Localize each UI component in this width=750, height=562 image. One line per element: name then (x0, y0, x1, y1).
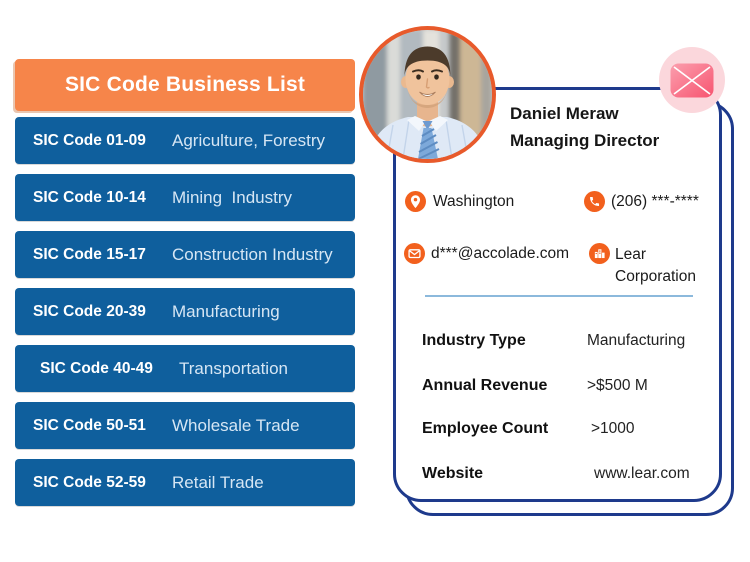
phone-value: (206) ***-**** (611, 193, 699, 210)
person-title: Managing Director (510, 131, 660, 150)
divider-line (425, 295, 693, 297)
sic-row-52-59: SIC Code 52-59 Retail Trade (15, 459, 355, 506)
sic-row-10-14: SIC Code 10-14 Mining Industry (15, 174, 355, 221)
detail-label-industry-type: Industry Type (422, 332, 526, 349)
sic-industry-name: Retail Trade (172, 472, 264, 492)
location-pin-icon (405, 191, 426, 212)
sic-row-40-49: SIC Code 40-49 Transportation (15, 345, 355, 392)
detail-value-website: www.lear.com (594, 465, 690, 482)
email-icon (404, 243, 425, 264)
detail-value-annual-revenue: >$500 M (587, 377, 648, 394)
email-badge[interactable] (659, 47, 725, 113)
sic-row-20-39: SIC Code 20-39 Manufacturing (15, 288, 355, 335)
person-name: Daniel Meraw (510, 104, 619, 123)
panel-header: SIC Code Business List (15, 59, 355, 111)
sic-code-range: SIC Code 10-14 (33, 188, 146, 206)
phone-icon (584, 191, 605, 212)
sic-industry-name: Manufacturing (172, 301, 280, 321)
detail-label-annual-revenue: Annual Revenue (422, 377, 548, 394)
sic-code-range: SIC Code 20-39 (33, 302, 146, 320)
email-value: d***@accolade.com (431, 245, 570, 262)
building-icon (589, 243, 610, 264)
detail-label-website: Website (422, 465, 484, 482)
sic-code-range: SIC Code 15-17 (33, 245, 146, 263)
sic-industry-name: Transportation (179, 358, 288, 378)
sic-industry-name: Agriculture, Forestry (172, 130, 326, 150)
person-avatar-illustration (363, 30, 492, 159)
sic-code-range: SIC Code 52-59 (33, 473, 146, 491)
sic-code-range: SIC Code 01-09 (33, 131, 146, 149)
panel-title: SIC Code Business List (64, 73, 306, 96)
envelope-icon (670, 63, 714, 97)
sic-code-range: SIC Code 50-51 (33, 416, 146, 434)
location-value: Washington (433, 193, 515, 210)
sic-industry-name: Wholesale Trade (172, 415, 300, 435)
profile-photo (359, 26, 496, 163)
sic-row-01-09: SIC Code 01-09 Agriculture, Forestry (15, 117, 355, 164)
sic-row-50-51: SIC Code 50-51 Wholesale Trade (15, 402, 355, 449)
sic-code-range: SIC Code 40-49 (40, 359, 153, 377)
detail-value-employee-count: >1000 (591, 420, 635, 437)
sic-industry-name: Construction Industry (172, 244, 333, 264)
company-value: Lear Corporation (615, 246, 696, 285)
detail-value-industry-type: Manufacturing (587, 332, 686, 349)
sic-row-15-17: SIC Code 15-17 Construction Industry (15, 231, 355, 278)
detail-label-employee-count: Employee Count (422, 420, 549, 437)
sic-industry-name: Mining Industry (172, 187, 292, 207)
